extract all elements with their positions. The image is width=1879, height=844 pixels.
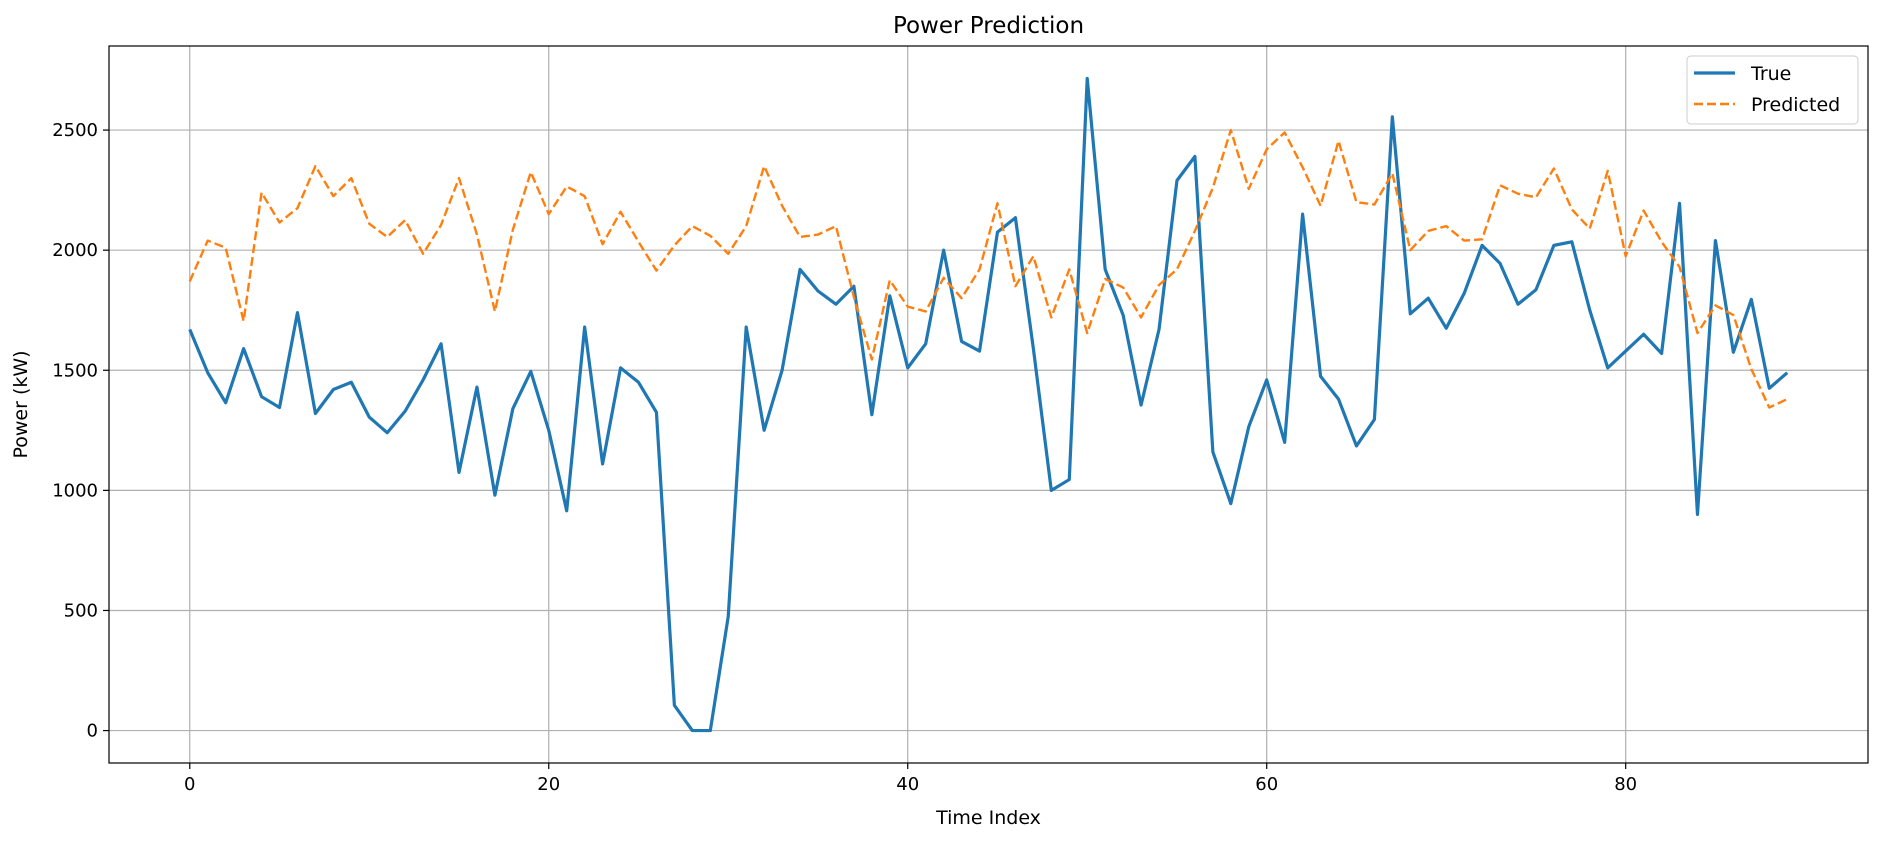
legend-label-predicted: Predicted [1751, 94, 1840, 116]
x-tick-label-40: 40 [896, 774, 919, 795]
y-axis-label: Power (kW) [10, 350, 32, 458]
series-line-true [188, 76, 1789, 733]
y-tick-label-1000: 1000 [52, 480, 98, 501]
series-layer [188, 76, 1789, 733]
y-tick-label-500: 500 [64, 600, 98, 621]
y-tick-label-1500: 1500 [52, 360, 98, 381]
x-tick-label-20: 20 [537, 774, 560, 795]
legend-label-true: True [1750, 63, 1791, 85]
y-tick-label-0: 0 [87, 721, 98, 742]
x-tick-label-60: 60 [1255, 774, 1278, 795]
x-tick-label-80: 80 [1614, 774, 1637, 795]
legend: True Predicted [1686, 55, 1859, 125]
x-tick-label-0: 0 [184, 774, 195, 795]
plot-frame [108, 45, 1869, 764]
x-axis-label: Time Index [935, 807, 1041, 829]
axis-ticks: 0 20 40 60 80 0 500 1000 1500 2000 2500 [52, 120, 1637, 795]
chart-title: Power Prediction [893, 13, 1084, 39]
y-tick-label-2000: 2000 [52, 240, 98, 261]
series-line-predicted [188, 128, 1788, 409]
y-tick-label-2500: 2500 [52, 120, 98, 141]
